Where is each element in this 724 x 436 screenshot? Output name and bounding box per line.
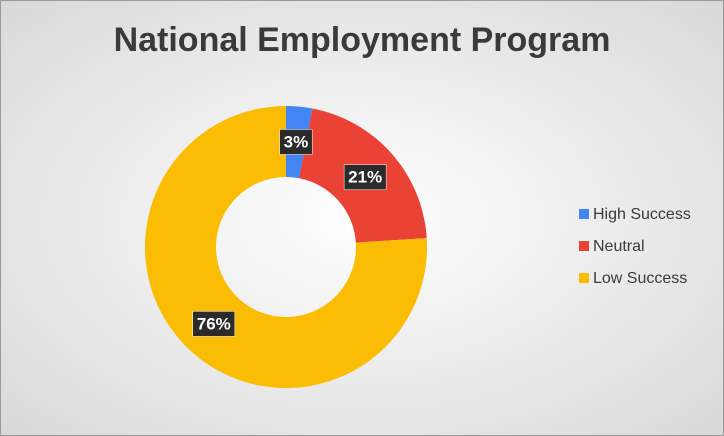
- legend-swatch: [579, 241, 589, 251]
- legend-swatch: [579, 209, 589, 219]
- legend-label: Neutral: [593, 238, 645, 255]
- legend-label: High Success: [593, 206, 691, 223]
- chart-title: National Employment Program: [114, 21, 611, 59]
- data-label-box: [192, 311, 236, 337]
- legend-swatch: [579, 273, 589, 283]
- data-label-box: [343, 164, 387, 190]
- data-label: 21%: [348, 168, 382, 187]
- data-label: 76%: [197, 314, 231, 333]
- legend-label: Low Success: [593, 270, 687, 287]
- data-label-box: [279, 129, 313, 155]
- data-label: 3%: [284, 132, 309, 151]
